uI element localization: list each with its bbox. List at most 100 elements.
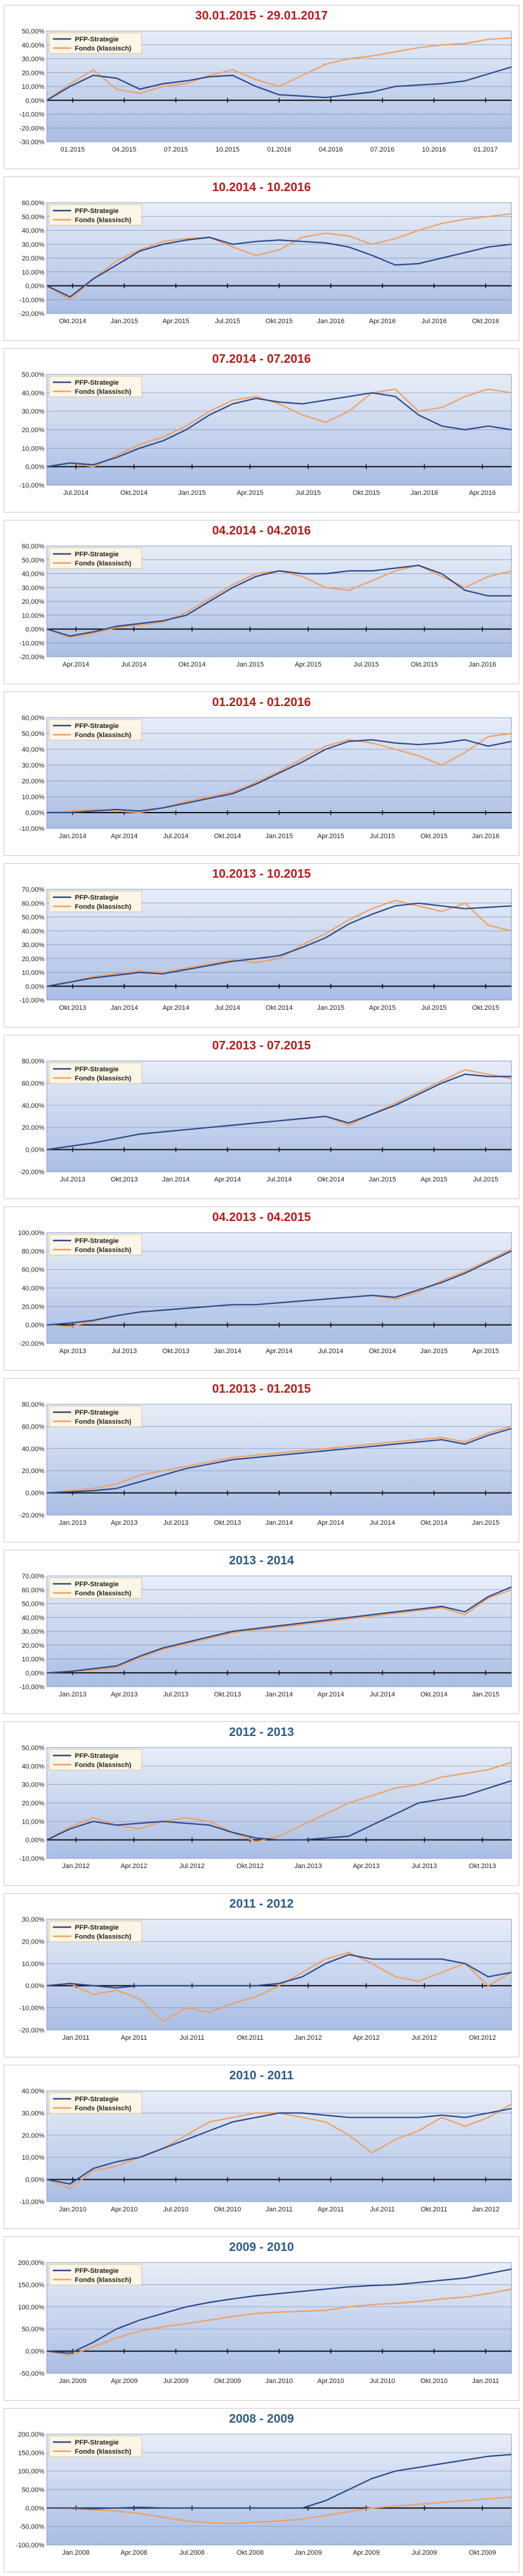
y-tick-label: 50,00%	[22, 214, 45, 221]
legend-label-fund: Fonds (klassisch)	[75, 217, 131, 224]
x-tick-label: Jul.2016	[421, 318, 447, 325]
y-tick-label: 60,00%	[22, 1267, 45, 1274]
legend-label-fund: Fonds (klassisch)	[75, 1590, 131, 1597]
y-tick-label: 30,00%	[22, 942, 45, 949]
series-line-fund	[46, 1589, 512, 1674]
x-tick-label: Jan.2015	[265, 833, 293, 840]
y-tick-label: -50,00%	[19, 2524, 44, 2531]
legend-box	[49, 2092, 142, 2114]
x-tick-label: Okt.2012	[469, 2034, 496, 2042]
y-tick-label: 0,00%	[26, 626, 44, 634]
series-line-strategy	[46, 66, 512, 101]
legend-label-fund: Fonds (klassisch)	[75, 1933, 131, 1941]
x-tick-label: Jul.2014	[370, 1519, 395, 1527]
y-tick-label: -10,00%	[19, 111, 44, 119]
y-tick-label: 100,00%	[18, 2468, 45, 2476]
x-tick-label: Okt.2014	[178, 661, 206, 668]
chart-title: 2012 - 2013	[229, 1726, 294, 1739]
x-tick-label: Jan.2015	[111, 318, 138, 325]
y-tick-label: 0,00%	[26, 1983, 44, 1990]
y-tick-label: 100,00%	[18, 1230, 45, 1237]
x-tick-label: Jul.2009	[412, 2549, 437, 2557]
x-tick-label: Jan.2013	[59, 1519, 86, 1527]
chart-svg: 70,00% 60,00% 50,00% 40,00% 30,00% 20,00% 10,0…	[19, 886, 512, 1012]
y-tick-label: 40,00%	[22, 42, 45, 49]
x-tick-label: Apr.2010	[317, 2378, 344, 2385]
y-tick-label: 30,00%	[22, 1628, 45, 1636]
x-tick-label: Apr.2015	[369, 1004, 396, 1012]
x-tick-label: Okt.2009	[469, 2549, 496, 2557]
y-tick-label: -10,00%	[19, 482, 44, 489]
chart-svg: 50,00% 40,00% 30,00% 20,00% 10,00% 0,00% -10,0…	[19, 1745, 512, 1870]
y-tick-label: 20,00%	[22, 1468, 45, 1475]
y-tick-label: 0,00%	[26, 2505, 44, 2512]
x-tick-label: Jul.2014	[121, 661, 147, 668]
y-tick-label: 10,00%	[22, 445, 45, 452]
x-tick-label: Jul.2014	[266, 1176, 292, 1183]
series-line-strategy	[47, 739, 512, 814]
x-tick-label: Jan.2013	[59, 1691, 86, 1698]
x-tick-label: Apr.2015	[421, 1176, 448, 1183]
y-tick-label: 30,00%	[22, 762, 45, 769]
legend-label-fund: Fonds (klassisch)	[75, 1247, 131, 1254]
x-tick-label: Apr.2015	[237, 489, 263, 497]
y-tick-label: 50,00%	[22, 1601, 45, 1608]
y-tick-label: 100,00%	[18, 2304, 45, 2311]
x-tick-label: Apr.2014	[111, 833, 137, 840]
x-tick-label: Jan.2015	[472, 1691, 499, 1698]
chart-panel: 10.2014 - 10.2016 60,00% 50,00% 40,00% 30,00…	[4, 177, 519, 341]
x-tick-label: Okt.2014	[214, 833, 241, 840]
chart-svg: 50,00% 40,00% 30,00% 20,00% 10,00% 0,00% -10,0…	[19, 371, 512, 497]
chart-panel: 2009 - 2010 200,00% 150,00% 100,00% 50,00% 0,…	[4, 2236, 519, 2401]
legend-label-fund: Fonds (klassisch)	[75, 560, 131, 567]
chart-svg: 80,00% 60,00% 40,00% 20,00% 0,00% -20,00% Jan.…	[19, 1401, 512, 1527]
chart-title: 07.2013 - 07.2015	[212, 1039, 311, 1052]
x-tick-label: Jul.2011	[370, 2206, 395, 2213]
y-tick-label: 20,00%	[22, 1800, 45, 1807]
legend-box	[49, 1749, 142, 1771]
x-tick-label: Okt.2016	[472, 318, 499, 325]
chart-title: 2009 - 2010	[229, 2241, 294, 2254]
y-tick-label: -20,00%	[19, 125, 44, 132]
x-tick-label: Jul.2012	[179, 1863, 205, 1870]
y-tick-label: 30,00%	[22, 1782, 45, 1789]
x-tick-label: Jan.2009	[294, 2549, 322, 2557]
x-tick-label: Jul.2013	[412, 1863, 437, 1870]
x-tick-label: Okt.2014	[420, 1519, 448, 1527]
y-tick-label: -20,00%	[19, 1340, 44, 1348]
x-tick-label: Okt.2014	[317, 1176, 345, 1183]
series-line-fund	[46, 1426, 512, 1494]
legend-box	[49, 891, 142, 912]
y-tick-label: 0,00%	[26, 1837, 44, 1844]
y-tick-label: 40,00%	[22, 390, 45, 397]
y-tick-label: 40,00%	[22, 928, 45, 935]
chart-title: 10.2014 - 10.2016	[212, 181, 311, 194]
series-line-strategy	[46, 392, 512, 467]
y-tick-label: 50,00%	[22, 730, 45, 738]
y-tick-label: 20,00%	[22, 956, 45, 963]
x-tick-label: Apr.2015	[473, 1348, 499, 1355]
x-tick-label: Jan.2010	[59, 2206, 86, 2213]
y-tick-label: 20,00%	[22, 1124, 45, 1132]
x-tick-label: Jul.2014	[63, 489, 89, 497]
x-tick-label: Apr.2011	[121, 2034, 147, 2042]
chart-svg: 70,00% 60,00% 50,00% 40,00% 30,00% 20,00% 10,0…	[19, 1573, 512, 1698]
y-tick-label: 20,00%	[22, 255, 45, 262]
y-tick-label: -10,00%	[19, 997, 44, 1004]
legend-label-fund: Fonds (klassisch)	[75, 388, 131, 396]
y-tick-label: 10,00%	[22, 612, 45, 620]
y-tick-label: -10,00%	[19, 1855, 44, 1863]
y-tick-label: 70,00%	[22, 1573, 45, 1580]
y-tick-label: 0,00%	[26, 1322, 44, 1329]
y-tick-label: 30,00%	[22, 1916, 45, 1923]
y-tick-label: 20,00%	[22, 427, 45, 434]
y-tick-label: -100,00%	[16, 2542, 44, 2549]
chart-title: 10.2013 - 10.2015	[212, 867, 311, 881]
